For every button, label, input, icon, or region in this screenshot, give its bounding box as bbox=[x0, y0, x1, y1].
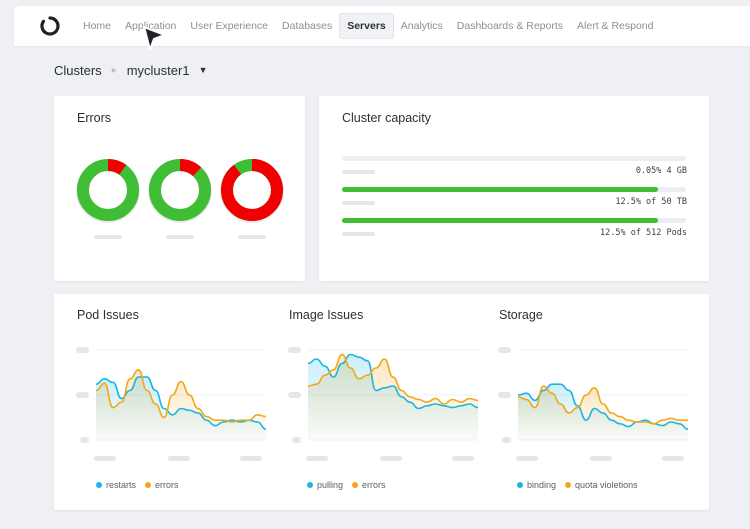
x-tick-placeholder bbox=[380, 456, 402, 461]
pod-issues-legend: restarts errors bbox=[96, 480, 188, 490]
x-tick-placeholder bbox=[94, 456, 116, 461]
legend-item: quota violetions bbox=[565, 480, 638, 490]
app-logo-icon[interactable] bbox=[40, 16, 60, 36]
nav-item-home[interactable]: Home bbox=[83, 20, 112, 32]
nav-item-analytics[interactable]: Analytics bbox=[400, 20, 443, 32]
breadcrumb-clusters-link[interactable]: Clusters bbox=[54, 62, 102, 78]
image-issues-legend: pulling errors bbox=[307, 480, 395, 490]
legend-label: pulling bbox=[317, 480, 344, 490]
capacity-label-placeholder bbox=[342, 201, 375, 205]
y-tick-placeholder bbox=[288, 392, 301, 398]
top-nav-bar: Home Application User Experience Databases S… bbox=[14, 6, 750, 46]
y-tick-placeholder bbox=[76, 347, 89, 353]
nav-item-alert-respond[interactable]: Alert & Respond bbox=[577, 20, 654, 32]
capacity-bar-fill bbox=[342, 218, 659, 223]
x-tick-placeholder bbox=[240, 456, 262, 461]
errors-card-title: Errors bbox=[77, 111, 112, 125]
x-tick-placeholder bbox=[590, 456, 612, 461]
x-tick-placeholder bbox=[662, 456, 684, 461]
y-tick-placeholder bbox=[292, 437, 301, 443]
y-tick-placeholder bbox=[498, 392, 511, 398]
y-tick-placeholder bbox=[76, 392, 89, 398]
issues-charts-card: Pod Issues Image Issues Storage restarts… bbox=[54, 294, 709, 510]
mouse-pointer-icon bbox=[142, 25, 167, 52]
legend-dot bbox=[307, 482, 313, 488]
storage-title: Storage bbox=[499, 308, 543, 322]
caret-down-icon[interactable]: ▼ bbox=[198, 65, 208, 75]
y-tick-placeholder bbox=[498, 347, 511, 353]
series-line-errors bbox=[95, 369, 267, 423]
legend-dot bbox=[352, 482, 359, 488]
series-line-quota-violetions bbox=[517, 385, 688, 425]
legend-dot bbox=[565, 482, 572, 488]
errors-donuts bbox=[76, 159, 284, 239]
series-area-binding bbox=[518, 384, 688, 440]
nav-item-databases[interactable]: Databases bbox=[282, 20, 333, 32]
x-tick-placeholder bbox=[306, 456, 328, 461]
series-area-pulling bbox=[308, 354, 478, 440]
pod-issues-chart bbox=[76, 347, 267, 461]
capacity-label-placeholder bbox=[342, 170, 375, 174]
capacity-bar-pods bbox=[342, 218, 686, 223]
capacity-bar-fill bbox=[342, 187, 659, 192]
capacity-value: 0.05% 4 GB bbox=[635, 166, 687, 176]
legend-item: errors bbox=[145, 480, 179, 490]
main-nav: Home Application User Experience Databases S… bbox=[76, 13, 660, 39]
errors-card: Errors bbox=[54, 96, 305, 281]
legend-label: errors bbox=[362, 480, 386, 490]
donut-error-segment bbox=[77, 159, 139, 221]
legend-label: errors bbox=[155, 480, 179, 490]
x-tick-placeholder bbox=[516, 456, 538, 461]
series-line-errors bbox=[307, 353, 479, 405]
series-line-binding bbox=[517, 383, 689, 430]
legend-item: pulling bbox=[307, 480, 343, 490]
legend-label: restarts bbox=[106, 480, 137, 490]
y-tick-placeholder bbox=[502, 437, 511, 443]
donut-label-placeholder bbox=[238, 235, 266, 239]
legend-dot bbox=[145, 482, 152, 488]
y-tick-placeholder bbox=[288, 347, 301, 353]
nav-item-user-experience[interactable]: User Experience bbox=[190, 20, 269, 32]
x-tick-placeholder bbox=[452, 456, 474, 461]
cluster-capacity-card: Cluster capacity 0.05% 4 GB 12.5% of 50 … bbox=[319, 96, 709, 281]
legend-item: errors bbox=[352, 480, 386, 490]
image-issues-chart bbox=[288, 347, 479, 461]
legend-label: binding bbox=[527, 480, 557, 490]
legend-item: restarts bbox=[96, 480, 136, 490]
legend-label: quota violetions bbox=[575, 480, 638, 490]
legend-dot bbox=[517, 482, 523, 488]
donut-label-placeholder bbox=[166, 235, 194, 239]
y-tick-placeholder bbox=[80, 437, 89, 443]
capacity-value: 12.5% of 512 Pods bbox=[600, 228, 687, 238]
capacity-label-placeholder bbox=[342, 232, 375, 236]
donut-ok-segment bbox=[149, 159, 211, 221]
donut-error-segment bbox=[221, 159, 283, 221]
capacity-bar-disk bbox=[342, 187, 686, 192]
cluster-capacity-title: Cluster capacity bbox=[342, 111, 431, 125]
capacity-value: 12.5% of 50 TB bbox=[615, 197, 687, 207]
legend-item: binding bbox=[517, 480, 556, 490]
nav-item-application[interactable]: Application bbox=[125, 20, 177, 32]
nav-item-servers[interactable]: Servers bbox=[339, 13, 394, 39]
breadcrumb: Clusters ▸ mycluster1 ▼ bbox=[54, 61, 208, 79]
capacity-bar-storage bbox=[342, 156, 686, 161]
image-issues-title: Image Issues bbox=[289, 308, 364, 322]
storage-chart bbox=[498, 347, 689, 461]
donut-error-segment bbox=[149, 159, 211, 221]
donut-ok-segment bbox=[77, 159, 139, 221]
storage-legend: binding quota violetions bbox=[517, 480, 647, 490]
chevron-right-icon: ▸ bbox=[111, 64, 117, 76]
cluster-selector[interactable]: mycluster1 bbox=[126, 62, 190, 78]
series-line-pulling bbox=[307, 353, 479, 410]
donut-label-placeholder bbox=[94, 235, 122, 239]
legend-dot bbox=[96, 482, 102, 488]
nav-item-dashboards-reports[interactable]: Dashboards & Reports bbox=[456, 20, 564, 32]
x-tick-placeholder bbox=[168, 456, 190, 461]
pod-issues-title: Pod Issues bbox=[77, 308, 139, 322]
